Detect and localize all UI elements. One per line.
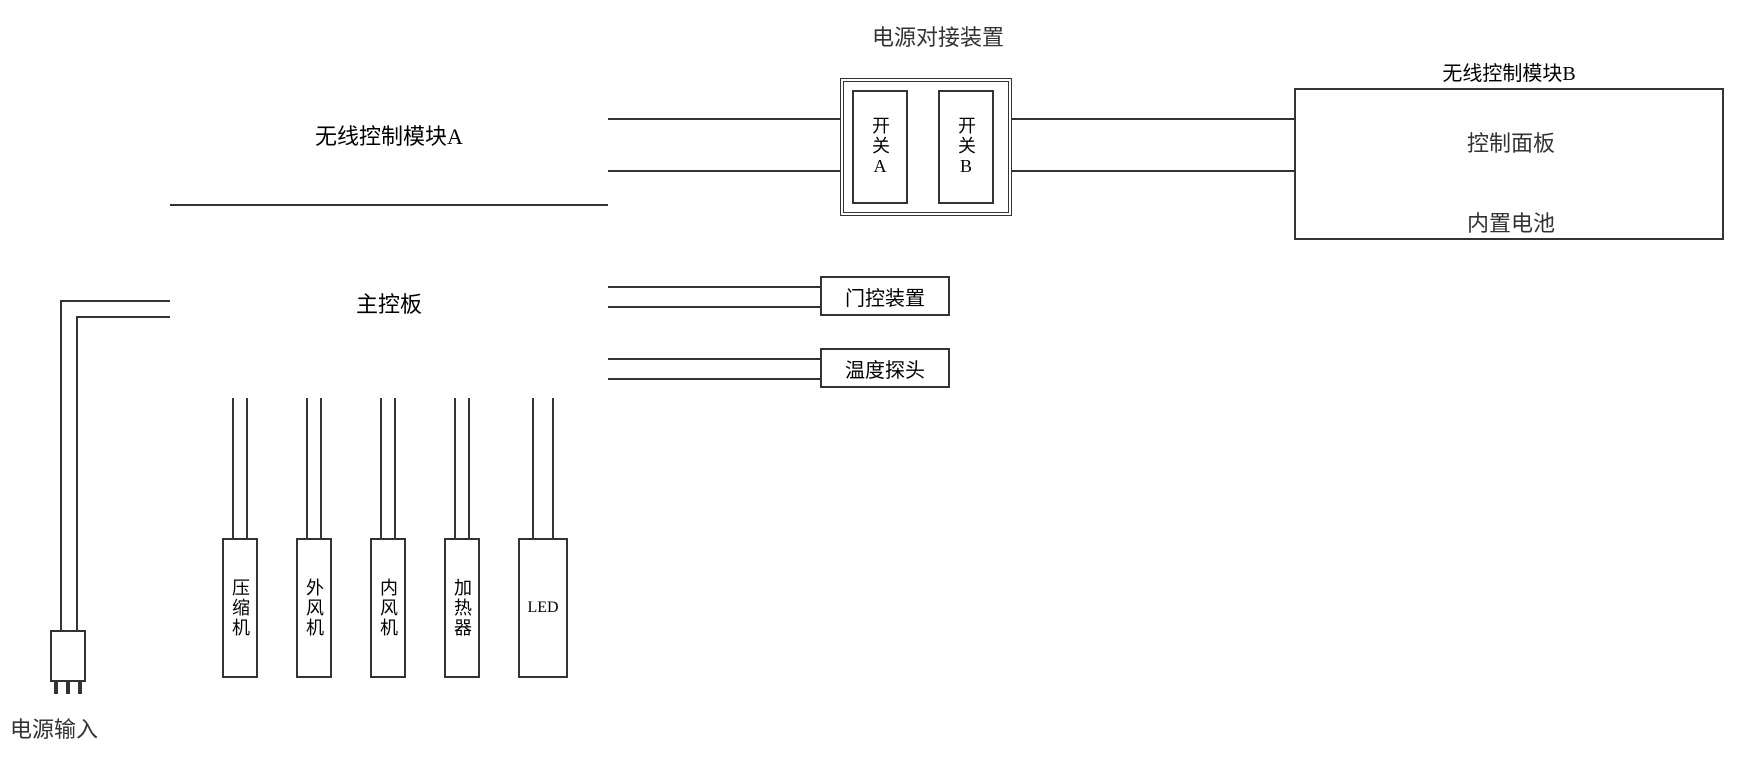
- connector-line: [246, 398, 248, 538]
- connector-line: [608, 358, 820, 360]
- outer-fan-label: 外风机: [301, 578, 327, 638]
- battery-label: 内置电池: [1296, 206, 1726, 238]
- connector-line: [60, 300, 62, 630]
- power-docking-title: 电源对接装置: [872, 20, 1004, 52]
- bottom-device-inner-fan: 内风机: [370, 538, 406, 678]
- power-input-label: 电源输入: [10, 712, 98, 744]
- bottom-device-outer-fan: 外风机: [296, 538, 332, 678]
- wireless-module-a-box: 无线控制模块A: [170, 66, 608, 206]
- connector-line: [468, 398, 470, 538]
- diagram-canvas: 无线控制模块A 主控板 电源对接装置 开关A 开关B 无线控制模块B 控制面板 …: [0, 0, 1744, 767]
- connector-line: [608, 378, 820, 380]
- connector-line: [608, 118, 840, 120]
- bottom-device-led: LED: [518, 538, 568, 678]
- door-control-label: 门控装置: [845, 282, 925, 311]
- switch-b-label: 开关B: [953, 116, 979, 178]
- temp-probe-box: 温度探头: [820, 348, 950, 388]
- connector-line: [532, 398, 534, 538]
- plug-tick-icon: [54, 682, 58, 694]
- connector-line: [76, 316, 170, 318]
- connector-line: [394, 398, 396, 538]
- connector-line: [306, 398, 308, 538]
- bottom-device-compressor: 压缩机: [222, 538, 258, 678]
- main-control-board-box: 主控板: [170, 206, 608, 400]
- switch-a-label: 开关A: [867, 116, 893, 178]
- power-plug-box: [50, 630, 86, 682]
- wireless-module-b-label: 无线控制模块B: [1442, 57, 1575, 86]
- main-control-board-label: 主控板: [356, 287, 422, 319]
- connector-line: [608, 170, 840, 172]
- connector-line: [1012, 118, 1294, 120]
- inner-fan-label: 内风机: [375, 578, 401, 638]
- connector-line: [60, 300, 170, 302]
- connector-line: [454, 398, 456, 538]
- bottom-device-heater: 加热器: [444, 538, 480, 678]
- connector-line: [608, 286, 820, 288]
- switch-a-box: 开关A: [852, 90, 908, 204]
- connector-line: [232, 398, 234, 538]
- control-panel-label: 控制面板: [1296, 126, 1726, 158]
- heater-label: 加热器: [449, 578, 475, 638]
- connector-line: [552, 398, 554, 538]
- connector-line: [380, 398, 382, 538]
- temp-probe-label: 温度探头: [845, 354, 925, 383]
- compressor-label: 压缩机: [227, 578, 253, 638]
- led-label: LED: [527, 599, 558, 617]
- connector-line: [1012, 170, 1294, 172]
- connector-line: [608, 306, 820, 308]
- plug-tick-icon: [78, 682, 82, 694]
- main-unit-box: 无线控制模块A 主控板: [170, 66, 608, 398]
- right-panel-box: 无线控制模块B 控制面板 内置电池: [1294, 54, 1724, 240]
- switch-b-box: 开关B: [938, 90, 994, 204]
- wireless-module-a-label: 无线控制模块A: [315, 119, 463, 151]
- connector-line: [76, 316, 78, 630]
- door-control-box: 门控装置: [820, 276, 950, 316]
- plug-tick-icon: [66, 682, 70, 694]
- right-panel-header: 无线控制模块B: [1294, 54, 1724, 90]
- connector-line: [320, 398, 322, 538]
